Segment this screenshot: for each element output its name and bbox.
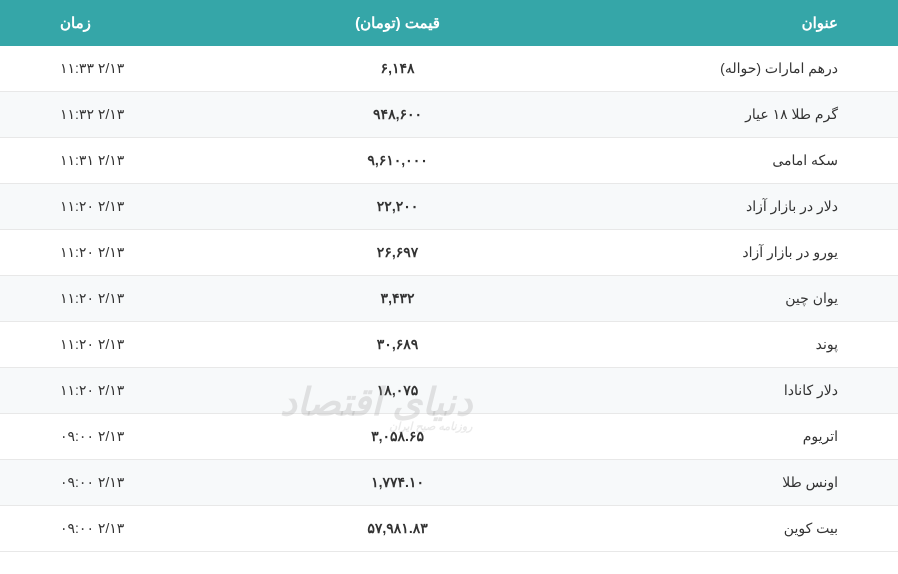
cell-title: سکه امامی [518,138,898,184]
cell-time: ۲/۱۳ ۱۱:۲۰ [0,368,278,414]
cell-time: ۲/۱۳ ۱۱:۳۲ [0,92,278,138]
cell-title: یوان چین [518,276,898,322]
cell-time: ۲/۱۳ ۰۹:۰۰ [0,414,278,460]
cell-price: ۲۶,۶۹۷ [278,230,518,276]
table-row: درهم امارات (حواله)۶,۱۴۸۲/۱۳ ۱۱:۳۳ [0,46,898,92]
table-row: اتریوم۳,۰۵۸.۶۵۲/۱۳ ۰۹:۰۰ [0,414,898,460]
cell-title: اتریوم [518,414,898,460]
table-row: سکه امامی۹,۶۱۰,۰۰۰۲/۱۳ ۱۱:۳۱ [0,138,898,184]
table-row: دلار در بازار آزاد۲۲,۲۰۰۲/۱۳ ۱۱:۲۰ [0,184,898,230]
table-header-row: عنوان قیمت (تومان) زمان [0,0,898,46]
cell-price: ۳,۴۳۲ [278,276,518,322]
table-row: پوند۳۰,۶۸۹۲/۱۳ ۱۱:۲۰ [0,322,898,368]
cell-title: بیت کوین [518,506,898,552]
cell-price: ۱۸,۰۷۵ [278,368,518,414]
cell-price: ۹,۶۱۰,۰۰۰ [278,138,518,184]
cell-time: ۲/۱۳ ۱۱:۲۰ [0,322,278,368]
cell-title: درهم امارات (حواله) [518,46,898,92]
table-row: بیت کوین۵۷,۹۸۱.۸۳۲/۱۳ ۰۹:۰۰ [0,506,898,552]
cell-price: ۵۷,۹۸۱.۸۳ [278,506,518,552]
cell-price: ۳۰,۶۸۹ [278,322,518,368]
cell-title: دلار کانادا [518,368,898,414]
cell-time: ۲/۱۳ ۱۱:۲۰ [0,276,278,322]
cell-title: دلار در بازار آزاد [518,184,898,230]
cell-time: ۲/۱۳ ۰۹:۰۰ [0,506,278,552]
cell-price: ۱,۷۷۴.۱۰ [278,460,518,506]
table-body: درهم امارات (حواله)۶,۱۴۸۲/۱۳ ۱۱:۳۳گرم طل… [0,46,898,552]
table-row: یورو در بازار آزاد۲۶,۶۹۷۲/۱۳ ۱۱:۲۰ [0,230,898,276]
cell-price: ۹۴۸,۶۰۰ [278,92,518,138]
header-title: عنوان [518,0,898,46]
table-row: گرم طلا ۱۸ عیار۹۴۸,۶۰۰۲/۱۳ ۱۱:۳۲ [0,92,898,138]
cell-price: ۳,۰۵۸.۶۵ [278,414,518,460]
cell-time: ۲/۱۳ ۱۱:۲۰ [0,184,278,230]
price-table: عنوان قیمت (تومان) زمان درهم امارات (حوا… [0,0,898,552]
cell-price: ۶,۱۴۸ [278,46,518,92]
header-time: زمان [0,0,278,46]
price-table-container: عنوان قیمت (تومان) زمان درهم امارات (حوا… [0,0,898,552]
table-row: اونس طلا۱,۷۷۴.۱۰۲/۱۳ ۰۹:۰۰ [0,460,898,506]
cell-price: ۲۲,۲۰۰ [278,184,518,230]
cell-title: پوند [518,322,898,368]
cell-time: ۲/۱۳ ۱۱:۲۰ [0,230,278,276]
cell-time: ۲/۱۳ ۰۹:۰۰ [0,460,278,506]
header-price: قیمت (تومان) [278,0,518,46]
cell-title: یورو در بازار آزاد [518,230,898,276]
cell-title: گرم طلا ۱۸ عیار [518,92,898,138]
cell-title: اونس طلا [518,460,898,506]
table-row: دلار کانادا۱۸,۰۷۵۲/۱۳ ۱۱:۲۰ [0,368,898,414]
table-row: یوان چین۳,۴۳۲۲/۱۳ ۱۱:۲۰ [0,276,898,322]
cell-time: ۲/۱۳ ۱۱:۳۱ [0,138,278,184]
cell-time: ۲/۱۳ ۱۱:۳۳ [0,46,278,92]
